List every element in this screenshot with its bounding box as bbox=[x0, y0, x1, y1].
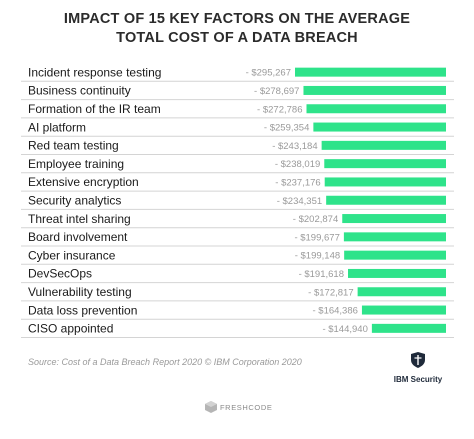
category-label: Extensive encryption bbox=[28, 175, 139, 189]
value-label: - $278,697 bbox=[254, 86, 299, 97]
freshcode-logo: FRESHCODE bbox=[205, 401, 273, 413]
category-label: Security analytics bbox=[28, 193, 121, 207]
bar bbox=[313, 122, 446, 132]
category-label: Vulnerability testing bbox=[28, 285, 132, 299]
category-label: Threat intel sharing bbox=[28, 212, 131, 226]
value-label: - $199,148 bbox=[295, 251, 340, 262]
value-label: - $272,786 bbox=[257, 104, 302, 115]
category-label: Business continuity bbox=[28, 84, 131, 98]
bar bbox=[357, 287, 446, 297]
source-note: Source: Cost of a Data Breach Report 202… bbox=[28, 357, 302, 367]
ibm-shield-icon bbox=[411, 352, 425, 368]
value-label: - $191,618 bbox=[299, 269, 344, 280]
bar bbox=[348, 268, 446, 278]
bar bbox=[306, 104, 446, 114]
category-label: AI platform bbox=[28, 120, 86, 134]
freshcode-mark-icon bbox=[205, 401, 217, 413]
value-label: - $234,351 bbox=[277, 196, 322, 207]
bar bbox=[303, 85, 446, 95]
bar bbox=[343, 232, 446, 242]
value-label: - $237,176 bbox=[275, 177, 320, 188]
ibm-security-logo: IBM Security bbox=[386, 352, 450, 384]
chart-title: IMPACT OF 15 KEY FACTORS ON THE AVERAGE T… bbox=[0, 10, 474, 48]
bar bbox=[324, 177, 446, 187]
value-label: - $243,184 bbox=[272, 141, 317, 152]
category-label: CISO appointed bbox=[28, 322, 113, 336]
category-label: Incident response testing bbox=[28, 65, 161, 79]
bar bbox=[324, 159, 446, 169]
value-label: - $238,019 bbox=[275, 159, 320, 170]
bar bbox=[321, 140, 446, 150]
category-label: Cyber insurance bbox=[28, 248, 116, 262]
value-label: - $164,386 bbox=[312, 306, 357, 317]
value-label: - $199,677 bbox=[294, 232, 339, 243]
bar bbox=[344, 250, 446, 260]
bar bbox=[371, 323, 446, 333]
ibm-security-label: IBM Security bbox=[393, 375, 443, 384]
category-label: DevSecOps bbox=[28, 267, 92, 281]
value-label: - $202,874 bbox=[293, 214, 338, 225]
value-label: - $144,940 bbox=[322, 324, 367, 335]
category-label: Data loss prevention bbox=[28, 303, 137, 317]
chart-title-line: TOTAL COST OF A DATA BREACH bbox=[116, 30, 358, 46]
value-label: - $295,267 bbox=[246, 68, 291, 79]
bar bbox=[295, 67, 446, 77]
category-label: Employee training bbox=[28, 157, 124, 171]
chart-title-line: IMPACT OF 15 KEY FACTORS ON THE AVERAGE bbox=[63, 11, 411, 27]
freshcode-label: FRESHCODE bbox=[220, 402, 273, 412]
bar bbox=[342, 214, 446, 224]
bar-chart: Incident response testing - $295,267 Busin… bbox=[21, 65, 454, 338]
value-label: - $172,817 bbox=[308, 287, 353, 298]
category-label: Formation of the IR team bbox=[28, 102, 161, 116]
category-label: Board involvement bbox=[28, 230, 128, 244]
bar bbox=[326, 195, 446, 205]
value-label: - $259,354 bbox=[264, 123, 309, 134]
category-label: Red team testing bbox=[28, 139, 119, 153]
bar bbox=[361, 305, 446, 315]
